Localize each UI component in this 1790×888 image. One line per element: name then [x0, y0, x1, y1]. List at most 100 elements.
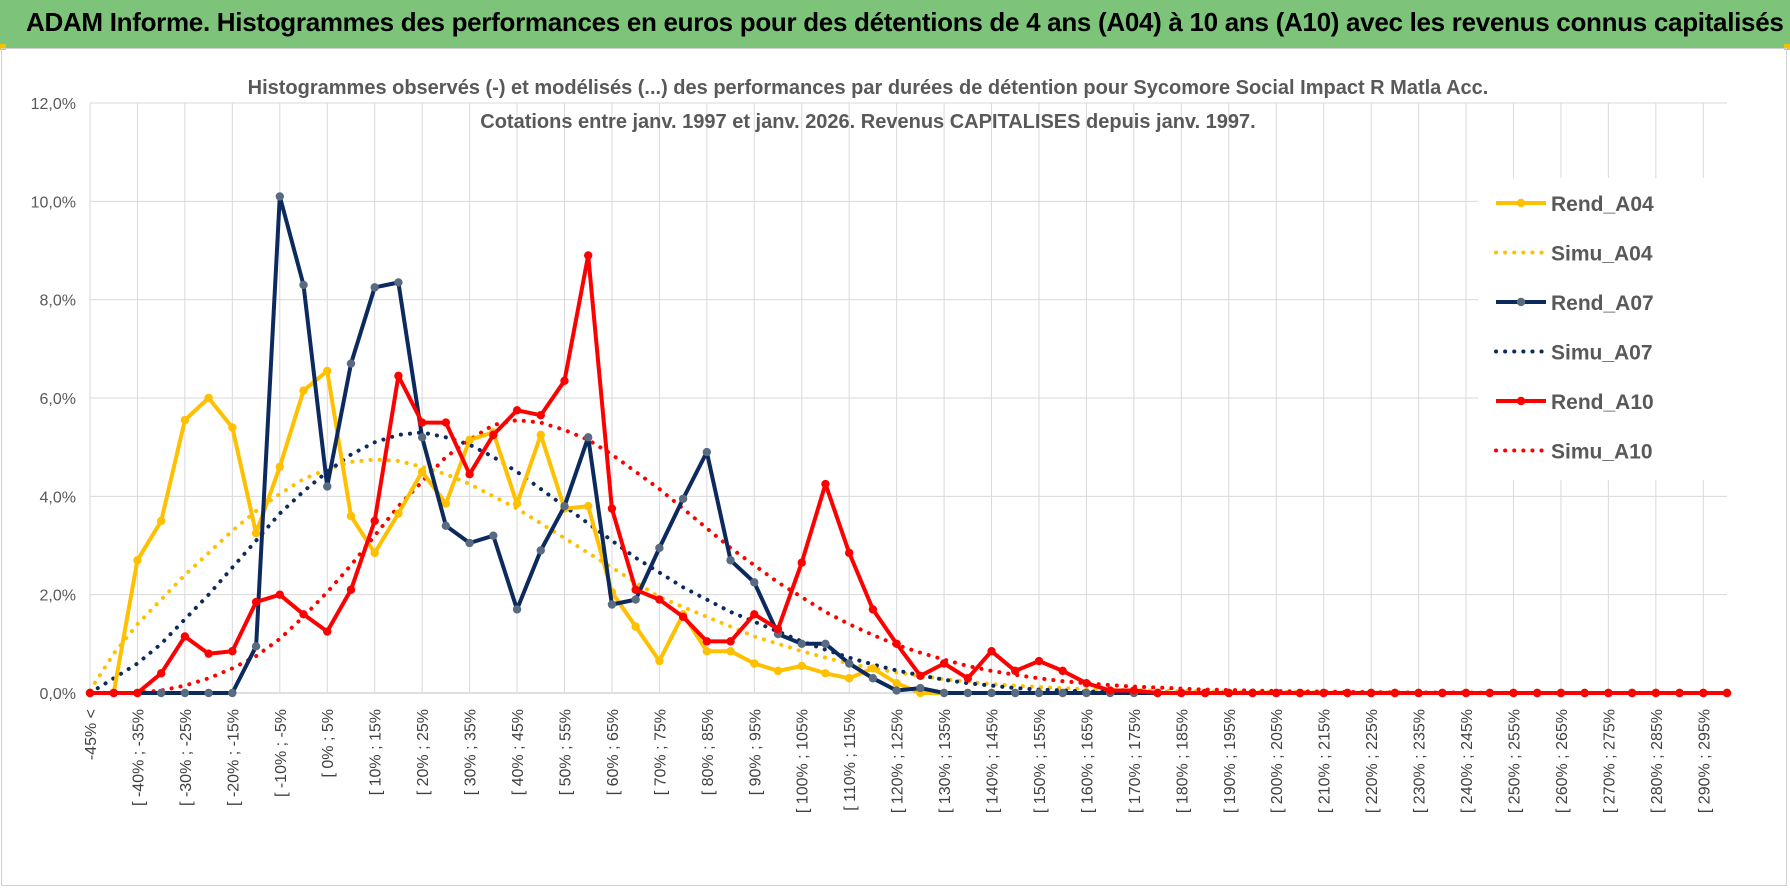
data-point-rend-a07: [156, 688, 166, 698]
y-axis-ticks: 0,0% 2,0% 4,0% 6,0% 8,0% 10,0% 12,0%: [31, 96, 76, 703]
x-tick-label: [ 230% ; 235%: [1412, 709, 1429, 813]
x-tick-label: [ 30% ; 35%: [463, 709, 480, 795]
x-tick-label: [ 270% ; 275%: [1601, 709, 1618, 813]
data-point-rend-a10: [1651, 688, 1661, 698]
x-tick-label: [ 170% ; 175%: [1127, 709, 1144, 813]
data-point-rend-a07: [939, 688, 949, 698]
data-point-rend-a10: [370, 516, 379, 526]
x-tick-label: [ 70% ; 75%: [652, 709, 669, 795]
legend-label: Rend_A10: [1551, 391, 1654, 414]
data-point-rend-a10: [156, 669, 166, 678]
data-point-rend-a10: [1438, 688, 1447, 698]
data-point-rend-a10: [489, 430, 498, 440]
data-point-rend-a04: [228, 423, 237, 432]
data-point-rend-a10: [1153, 688, 1162, 698]
data-point-rend-a10: [892, 639, 901, 649]
data-point-rend-a07: [726, 556, 735, 565]
data-point-rend-a10: [251, 597, 261, 607]
data-point-rend-a10: [536, 411, 545, 420]
x-tick-label: [ 140% ; 145%: [985, 709, 1002, 813]
x-tick-label: [ 280% ; 285%: [1649, 709, 1666, 813]
data-point-rend-a07: [489, 531, 498, 540]
series-group: [85, 192, 1732, 698]
x-tick-label: [ -10% ; -5%: [273, 709, 290, 797]
data-point-rend-a04: [323, 366, 332, 376]
y-tick-label: 2,0%: [40, 588, 76, 605]
data-point-rend-a10: [133, 688, 142, 698]
data-point-rend-a10: [1675, 688, 1684, 698]
data-point-rend-a07: [1034, 688, 1044, 698]
data-point-rend-a10: [85, 688, 95, 698]
legend-label: Simu_A04: [1551, 243, 1653, 266]
y-tick-label: 10,0%: [31, 194, 76, 211]
data-point-rend-a10: [1604, 688, 1613, 698]
x-tick-label: -45% <: [83, 709, 100, 760]
legend-label: Simu_A10: [1551, 441, 1653, 464]
data-point-rend-a04: [750, 659, 759, 668]
data-point-rend-a10: [1177, 688, 1186, 698]
data-point-rend-a10: [963, 674, 973, 683]
legend-marker: [1516, 198, 1526, 208]
data-point-rend-a04: [465, 435, 474, 444]
data-point-rend-a10: [323, 627, 332, 636]
data-point-rend-a07: [916, 683, 925, 693]
data-point-rend-a10: [465, 470, 474, 479]
x-tick-label: [ 0% ; 5%: [320, 709, 337, 777]
x-tick-label: [ 130% ; 135%: [937, 709, 954, 813]
corner-mark-left: [0, 44, 6, 50]
x-tick-label: [ 290% ; 295%: [1696, 709, 1713, 813]
legend-marker: [1516, 396, 1526, 406]
data-point-rend-a10: [1580, 688, 1589, 698]
data-point-rend-a10: [417, 418, 427, 427]
data-point-rend-a10: [1366, 688, 1376, 698]
data-point-rend-a04: [133, 556, 142, 565]
data-point-rend-a04: [180, 415, 190, 425]
data-point-rend-a10: [655, 595, 664, 604]
x-tick-label: [ 80% ; 85%: [700, 709, 717, 795]
data-point-rend-a10: [1509, 688, 1518, 698]
data-point-rend-a10: [1414, 688, 1423, 698]
data-point-rend-a10: [607, 504, 617, 513]
x-tick-label: [ 40% ; 45%: [510, 709, 527, 795]
data-point-rend-a10: [346, 585, 356, 594]
x-tick-label: [ 10% ; 15%: [368, 709, 385, 795]
data-point-rend-a07: [702, 447, 712, 457]
data-point-rend-a07: [678, 494, 688, 503]
data-point-rend-a04: [299, 386, 308, 395]
data-point-rend-a04: [346, 511, 356, 521]
data-point-rend-a07: [797, 639, 806, 649]
data-point-rend-a07: [631, 595, 640, 604]
data-point-rend-a07: [323, 482, 332, 491]
legend-label: Simu_A07: [1551, 342, 1653, 365]
data-point-rend-a10: [560, 376, 569, 385]
data-point-rend-a10: [702, 637, 712, 646]
y-tick-label: 0,0%: [40, 686, 76, 703]
data-point-rend-a10: [844, 548, 854, 558]
data-point-rend-a10: [109, 688, 118, 698]
data-point-rend-a07: [560, 501, 569, 511]
x-tick-label: [ 250% ; 255%: [1506, 709, 1523, 813]
data-point-rend-a07: [1082, 688, 1091, 698]
chart-title-line2: Cotations entre janv. 1997 et janv. 2026…: [480, 111, 1255, 133]
data-point-rend-a10: [1533, 688, 1542, 698]
x-tick-label: [ -20% ; -15%: [225, 709, 242, 806]
data-point-rend-a07: [204, 688, 213, 698]
data-point-rend-a04: [631, 622, 640, 631]
data-point-rend-a10: [750, 610, 759, 619]
data-point-rend-a10: [1485, 688, 1494, 698]
data-point-rend-a10: [1105, 686, 1115, 695]
data-point-rend-a10: [1272, 688, 1281, 698]
page-title: ADAM Informe. Histogrammes des performan…: [26, 7, 1784, 37]
data-point-rend-a07: [1011, 688, 1020, 698]
data-point-rend-a10: [228, 647, 237, 656]
data-point-rend-a10: [584, 251, 593, 260]
x-tick-label: [ -30% ; -25%: [178, 709, 195, 806]
data-point-rend-a10: [1295, 688, 1305, 698]
data-point-rend-a07: [844, 659, 854, 668]
data-point-rend-a10: [1699, 688, 1708, 698]
data-point-rend-a10: [1461, 688, 1471, 698]
data-point-rend-a04: [512, 499, 522, 508]
x-tick-label: [ 20% ; 25%: [415, 709, 432, 795]
data-point-rend-a10: [299, 610, 308, 619]
chart-title-line1: Histogrammes observés (-) et modélisés (…: [248, 77, 1489, 99]
